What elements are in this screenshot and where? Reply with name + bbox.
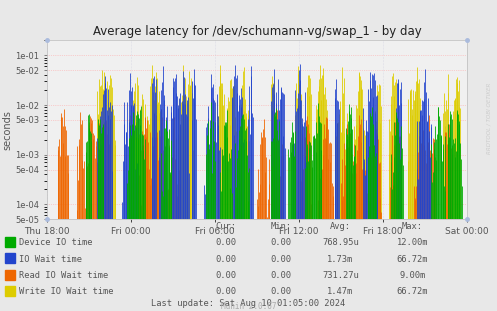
Text: Max:: Max: — [402, 221, 423, 230]
Y-axis label: seconds: seconds — [2, 110, 12, 150]
Text: Cur:: Cur: — [216, 221, 237, 230]
Text: 12.00m: 12.00m — [397, 239, 428, 247]
Text: 0.00: 0.00 — [216, 239, 237, 247]
Text: 1.47m: 1.47m — [328, 287, 353, 296]
Title: Average latency for /dev/schumann-vg/swap_1 - by day: Average latency for /dev/schumann-vg/swa… — [93, 25, 421, 38]
Text: 66.72m: 66.72m — [397, 287, 428, 296]
Text: Write IO Wait time: Write IO Wait time — [19, 287, 113, 296]
Text: Avg:: Avg: — [330, 221, 351, 230]
Text: Last update: Sat Aug 10 01:05:00 2024: Last update: Sat Aug 10 01:05:00 2024 — [152, 299, 345, 308]
Text: 0.00: 0.00 — [216, 255, 237, 263]
Text: IO Wait time: IO Wait time — [19, 255, 82, 263]
Text: Read IO Wait time: Read IO Wait time — [19, 271, 108, 280]
Text: RRDTOOL / TOBI OETIKER: RRDTOOL / TOBI OETIKER — [486, 82, 491, 154]
Text: Device IO time: Device IO time — [19, 239, 92, 247]
Text: 0.00: 0.00 — [270, 271, 291, 280]
Text: 0.00: 0.00 — [216, 287, 237, 296]
Text: 0.00: 0.00 — [270, 255, 291, 263]
Text: 1.73m: 1.73m — [328, 255, 353, 263]
Text: 9.00m: 9.00m — [400, 271, 425, 280]
Text: 731.27u: 731.27u — [322, 271, 359, 280]
Text: 768.95u: 768.95u — [322, 239, 359, 247]
Text: Munin 2.0.67: Munin 2.0.67 — [221, 301, 276, 310]
Text: 66.72m: 66.72m — [397, 255, 428, 263]
Text: 0.00: 0.00 — [270, 239, 291, 247]
Text: 0.00: 0.00 — [216, 271, 237, 280]
Text: 0.00: 0.00 — [270, 287, 291, 296]
Text: Min:: Min: — [270, 221, 291, 230]
